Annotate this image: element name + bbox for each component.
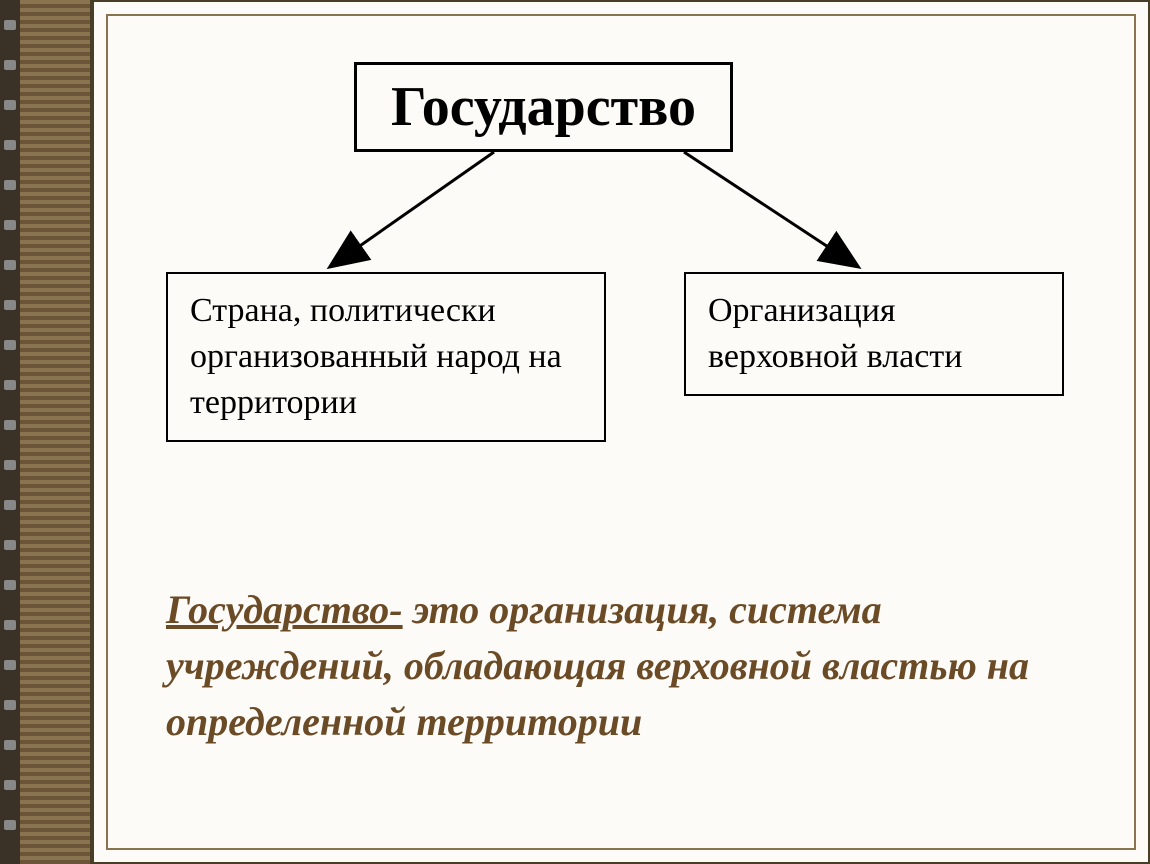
content-frame: Государство Страна, политически организо… xyxy=(92,0,1150,864)
outer-frame: Государство Страна, политически организо… xyxy=(0,0,1150,864)
left-child-text: Страна, политически организованный народ… xyxy=(190,288,582,426)
film-strip xyxy=(0,0,20,864)
content-inner: Государство Страна, политически организо… xyxy=(154,42,1088,822)
left-child-box: Страна, политически организованный народ… xyxy=(166,272,606,442)
sidebar-decoration xyxy=(0,0,92,864)
right-child-box: Организация верховной власти xyxy=(684,272,1064,396)
definition-term: Государство- xyxy=(166,587,403,632)
right-child-text: Организация верховной власти xyxy=(708,288,1040,380)
definition-text: Государство- это организация, система уч… xyxy=(166,582,1068,750)
